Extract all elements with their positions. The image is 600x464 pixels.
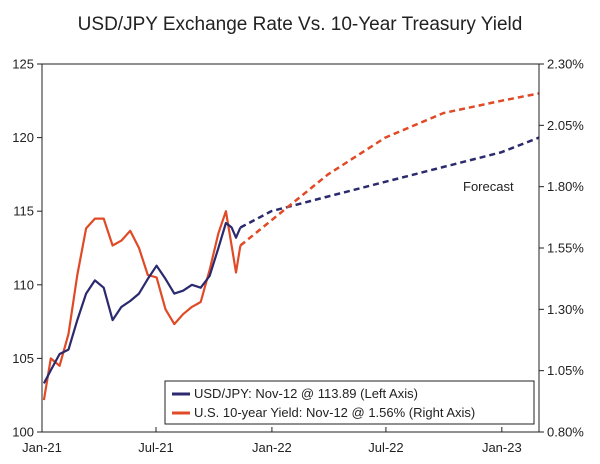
y-right-tick-label: 2.05% xyxy=(547,118,584,133)
y-right-tick-label: 1.05% xyxy=(547,363,584,378)
plot-frame xyxy=(41,63,540,433)
x-tick-label: Jul-22 xyxy=(368,440,403,455)
legend-label-usdjpy: USD/JPY: Nov-12 @ 113.89 (Left Axis) xyxy=(194,386,418,401)
y-left-tick-label: 110 xyxy=(13,277,34,292)
y-right-tick-label: 0.80% xyxy=(547,425,584,440)
x-tick-label: Jan-22 xyxy=(252,440,292,455)
x-tick-label: Jan-23 xyxy=(482,440,522,455)
forecast-annotation: Forecast xyxy=(463,179,514,194)
legend: USD/JPY: Nov-12 @ 113.89 (Left Axis) U.S… xyxy=(164,380,535,425)
legend-box xyxy=(164,380,535,425)
chart-title: USD/JPY Exchange Rate Vs. 10-Year Treasu… xyxy=(78,14,523,35)
y-right-tick-label: 2.30% xyxy=(547,57,584,72)
x-tick-label: Jan-21 xyxy=(22,440,62,455)
usdjpy-line xyxy=(42,221,242,384)
y-left-tick-label: 105 xyxy=(12,351,34,366)
series-layer xyxy=(42,92,540,401)
y-right-tick-label: 1.55% xyxy=(547,241,584,256)
y-left-tick-label: 115 xyxy=(13,204,34,219)
y-right-tick-label: 1.80% xyxy=(547,179,584,194)
usdjpy-forecast-line xyxy=(239,136,540,229)
axis-layer: 100 105 110 115 120 125 0.80% 1.05% 1.30% 1.55% 1.… xyxy=(12,57,584,456)
y-left-tick-label: 120 xyxy=(12,130,34,145)
y-left-tick-label: 100 xyxy=(12,425,34,440)
legend-label-yield: U.S. 10-year Yield: Nov-12 @ 1.56% (Righ… xyxy=(194,405,475,420)
y-right-tick-label: 1.30% xyxy=(547,302,584,317)
yield-line xyxy=(42,210,242,401)
yield-forecast-line xyxy=(239,92,540,247)
x-tick-label: Jul-21 xyxy=(138,440,173,455)
y-left-tick-label: 125 xyxy=(12,57,34,72)
